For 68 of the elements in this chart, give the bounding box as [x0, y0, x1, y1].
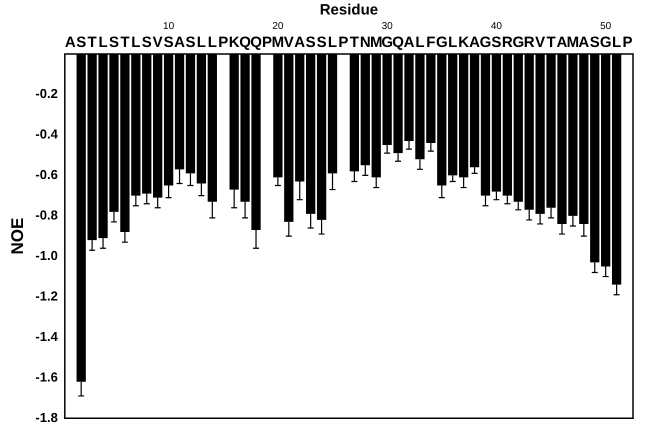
y-tick-label: -1.8: [35, 410, 58, 425]
x2-tick-label: 50: [600, 20, 612, 32]
x-tick-label: V: [284, 34, 294, 52]
x-tick-label: S: [164, 34, 174, 52]
x-tick-label: P: [338, 34, 348, 52]
x-tick-label: S: [185, 34, 196, 52]
x-tick-label: T: [88, 34, 97, 52]
x-tick-label: L: [131, 34, 140, 52]
x-tick-label: G: [381, 34, 393, 52]
x-tick-label: S: [108, 34, 119, 52]
y-axis-title: NOE: [8, 218, 27, 255]
x-tick-label: S: [316, 34, 327, 52]
x2-tick-label: 40: [490, 20, 502, 32]
x-tick-label: A: [64, 34, 76, 52]
y-tick-label: -1.6: [35, 369, 58, 384]
x-tick-label: T: [120, 34, 130, 52]
y-tick-label: -1.2: [35, 288, 58, 304]
x2-tick-label: 30: [382, 20, 394, 32]
x-tick-label: M: [272, 34, 284, 52]
x2-tick-label: 20: [272, 20, 284, 32]
x-axis-title: Residue: [320, 2, 378, 19]
x-tick-label: R: [524, 34, 535, 52]
x-tick-label: T: [546, 34, 556, 52]
y-tick-label: -1.4: [35, 328, 59, 344]
x-tick-label: S: [306, 34, 316, 52]
x-tick-label: V: [535, 34, 546, 52]
x-tick-label: S: [491, 34, 502, 52]
x-tick-label: L: [415, 34, 425, 52]
y-tick-label: -1.0: [35, 248, 58, 263]
x-tick-label: G: [600, 34, 612, 52]
x-tick-label: L: [328, 34, 338, 52]
x-tick-label: K: [228, 34, 240, 52]
x-tick-label: P: [262, 34, 272, 52]
x-tick-label: R: [502, 34, 513, 52]
x-tick-label: P: [622, 34, 633, 52]
y-tick-label: -0.8: [35, 207, 58, 222]
x-tick-label: Q: [392, 34, 404, 52]
y-tick-label: -0.2: [35, 86, 58, 102]
x-tick-label: A: [404, 34, 415, 52]
x-tick-label: G: [436, 34, 448, 52]
x-tick-label: M: [370, 34, 382, 52]
x-tick-label: A: [578, 34, 590, 52]
x-tick-label: L: [208, 34, 217, 52]
x-tick-label: L: [98, 34, 108, 52]
x-tick-label: F: [426, 34, 436, 52]
x-tick-label: S: [590, 34, 600, 52]
x-tick-label: A: [174, 34, 186, 52]
x-tick-label: Q: [239, 34, 252, 52]
x-tick-label: G: [480, 34, 492, 52]
x-tick-label: P: [218, 34, 228, 52]
x-tick-label: T: [350, 34, 359, 52]
x-tick-label: L: [196, 34, 206, 52]
x-tick-label: G: [512, 34, 524, 52]
x2-tick-label: 10: [163, 20, 175, 32]
x-tick-label: M: [566, 34, 580, 52]
x-tick-label: N: [360, 34, 371, 52]
x-tick-label: S: [76, 34, 86, 52]
x-tick-label: A: [556, 34, 568, 52]
x-tick-label: A: [469, 34, 480, 52]
x-tick-label: S: [142, 34, 152, 52]
y-tick-label: -0.4: [35, 126, 59, 142]
y-tick-label: -0.6: [35, 166, 58, 182]
x-tick-label: L: [612, 34, 622, 52]
x-tick-label: L: [448, 34, 458, 52]
x-tick-label: V: [152, 34, 163, 52]
x-tick-label: K: [458, 34, 470, 52]
x-tick-label: Q: [250, 34, 262, 52]
x-tick-label: A: [294, 34, 306, 52]
